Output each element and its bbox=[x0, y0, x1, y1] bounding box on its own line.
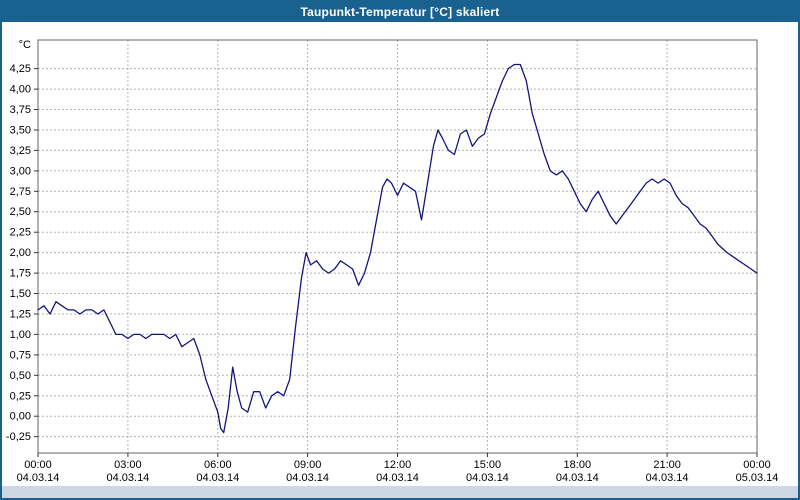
grid-lines bbox=[38, 40, 757, 453]
title-bar: Taupunkt-Temperatur [°C] skaliert bbox=[2, 2, 798, 22]
svg-text:4,00: 4,00 bbox=[10, 84, 31, 96]
axis-ticks bbox=[34, 68, 758, 457]
svg-text:04.03.14: 04.03.14 bbox=[17, 472, 60, 484]
svg-text:°C: °C bbox=[19, 39, 31, 51]
svg-text:04.03.14: 04.03.14 bbox=[466, 472, 509, 484]
chart-title: Taupunkt-Temperatur [°C] skaliert bbox=[300, 5, 500, 19]
svg-text:4,25: 4,25 bbox=[10, 63, 31, 75]
svg-text:09:00: 09:00 bbox=[294, 459, 322, 471]
svg-text:3,50: 3,50 bbox=[10, 125, 31, 137]
series-line bbox=[37, 63, 758, 434]
svg-text:0,00: 0,00 bbox=[10, 411, 31, 423]
svg-text:04.03.14: 04.03.14 bbox=[196, 472, 239, 484]
svg-text:0,75: 0,75 bbox=[10, 349, 31, 361]
svg-text:3,25: 3,25 bbox=[10, 145, 31, 157]
svg-text:21:00: 21:00 bbox=[653, 459, 681, 471]
footer-strip bbox=[2, 486, 798, 498]
x-axis-labels: 00:0004.03.1403:0004.03.1406:0004.03.140… bbox=[17, 459, 779, 484]
svg-text:06:00: 06:00 bbox=[204, 459, 232, 471]
svg-text:-0,25: -0,25 bbox=[6, 431, 31, 443]
y-axis-labels: -0,25 0,00 0,25 0,50 0,75 1,00 1,25 1,50 1,75 2,0… bbox=[6, 63, 31, 443]
svg-text:0,25: 0,25 bbox=[10, 390, 31, 402]
chart-area: -0,25 0,00 0,25 0,50 0,75 1,00 1,25 1,50 1,75 2,0… bbox=[2, 22, 798, 486]
svg-text:03:00: 03:00 bbox=[114, 459, 142, 471]
y-axis-unit-label: °C bbox=[19, 39, 31, 51]
svg-text:12:00: 12:00 bbox=[384, 459, 412, 471]
svg-text:0,50: 0,50 bbox=[10, 370, 31, 382]
svg-text:18:00: 18:00 bbox=[564, 459, 592, 471]
svg-text:04.03.14: 04.03.14 bbox=[106, 472, 149, 484]
svg-text:04.03.14: 04.03.14 bbox=[376, 472, 419, 484]
svg-text:1,25: 1,25 bbox=[10, 309, 31, 321]
svg-text:04.03.14: 04.03.14 bbox=[286, 472, 329, 484]
svg-text:1,50: 1,50 bbox=[10, 288, 31, 300]
svg-text:05.03.14: 05.03.14 bbox=[736, 472, 779, 484]
svg-text:04.03.14: 04.03.14 bbox=[646, 472, 689, 484]
svg-text:04.03.14: 04.03.14 bbox=[556, 472, 599, 484]
svg-text:2,00: 2,00 bbox=[10, 247, 31, 259]
svg-text:2,75: 2,75 bbox=[10, 186, 31, 198]
svg-text:1,75: 1,75 bbox=[10, 268, 31, 280]
svg-text:00:00: 00:00 bbox=[743, 459, 771, 471]
svg-text:2,50: 2,50 bbox=[10, 206, 31, 218]
svg-text:2,25: 2,25 bbox=[10, 227, 31, 239]
svg-text:15:00: 15:00 bbox=[474, 459, 502, 471]
svg-text:1,00: 1,00 bbox=[10, 329, 31, 341]
svg-text:3,75: 3,75 bbox=[10, 104, 31, 116]
svg-text:3,00: 3,00 bbox=[10, 165, 31, 177]
line-chart: -0,25 0,00 0,25 0,50 0,75 1,00 1,25 1,50 1,75 2,0… bbox=[6, 39, 779, 484]
svg-text:00:00: 00:00 bbox=[24, 459, 52, 471]
